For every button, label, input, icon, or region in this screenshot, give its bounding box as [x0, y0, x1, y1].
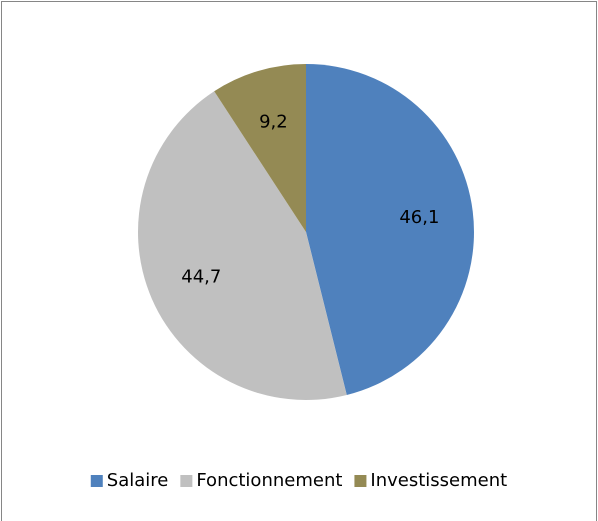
legend-label: Fonctionnement: [196, 470, 342, 491]
legend-swatch: [354, 475, 367, 487]
data-label: 44,7: [181, 267, 221, 288]
pie-slice: [306, 64, 474, 395]
data-label: 46,1: [399, 207, 439, 228]
legend-swatch: [90, 475, 103, 487]
legend: Salaire Fonctionnement Investissement: [90, 470, 507, 491]
data-label: 9,2: [259, 111, 288, 132]
legend-label: Salaire: [107, 470, 169, 491]
pie-slice: [214, 64, 306, 232]
legend-label: Investissement: [370, 470, 507, 491]
legend-swatch: [180, 475, 193, 487]
pie-slice: [137, 91, 347, 400]
pie: 46,1 44,7 9,2: [137, 64, 474, 400]
